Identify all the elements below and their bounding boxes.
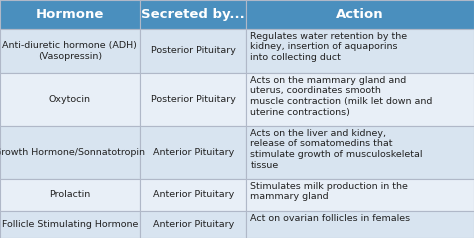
Bar — [246, 179, 474, 211]
Text: Acts on the liver and kidney,
release of somatomedins that
stimulate growth of m: Acts on the liver and kidney, release of… — [250, 129, 423, 170]
Text: Acts on the mammary gland and
uterus, coordinates smooth
muscle contraction (mil: Acts on the mammary gland and uterus, co… — [250, 76, 433, 117]
Bar — [140, 211, 246, 238]
Bar — [0, 73, 140, 126]
Text: Posterior Pituitary: Posterior Pituitary — [151, 46, 236, 55]
Bar — [140, 29, 246, 73]
Text: Hormone: Hormone — [36, 8, 104, 21]
Text: Stimulates milk production in the
mammary gland: Stimulates milk production in the mammar… — [250, 182, 408, 202]
Bar — [0, 211, 140, 238]
Bar — [140, 126, 246, 179]
Bar — [246, 211, 474, 238]
Bar — [140, 0, 246, 29]
Text: Anti-diuretic hormone (ADH)
(Vasopressin): Anti-diuretic hormone (ADH) (Vasopressin… — [2, 41, 137, 61]
Text: Oxytocin: Oxytocin — [49, 95, 91, 104]
Text: Secreted by...: Secreted by... — [141, 8, 245, 21]
Bar — [246, 73, 474, 126]
Bar — [140, 179, 246, 211]
Bar — [0, 179, 140, 211]
Text: Posterior Pituitary: Posterior Pituitary — [151, 95, 236, 104]
Text: Prolactin: Prolactin — [49, 190, 91, 199]
Bar — [0, 29, 140, 73]
Text: Regulates water retention by the
kidney, insertion of aquaporins
into collecting: Regulates water retention by the kidney,… — [250, 32, 407, 62]
Text: Growth Hormone/Sonnatotropin: Growth Hormone/Sonnatotropin — [0, 148, 146, 157]
Text: Act on ovarian follicles in females: Act on ovarian follicles in females — [250, 213, 410, 223]
Bar — [0, 126, 140, 179]
Bar — [246, 126, 474, 179]
Bar — [246, 0, 474, 29]
Bar — [0, 0, 140, 29]
Bar — [140, 73, 246, 126]
Text: Anterior Pituitary: Anterior Pituitary — [153, 190, 234, 199]
Text: Anterior Pituitary: Anterior Pituitary — [153, 148, 234, 157]
Bar — [246, 29, 474, 73]
Text: Action: Action — [337, 8, 384, 21]
Text: Follicle Stimulating Hormone: Follicle Stimulating Hormone — [2, 220, 138, 229]
Text: Anterior Pituitary: Anterior Pituitary — [153, 220, 234, 229]
